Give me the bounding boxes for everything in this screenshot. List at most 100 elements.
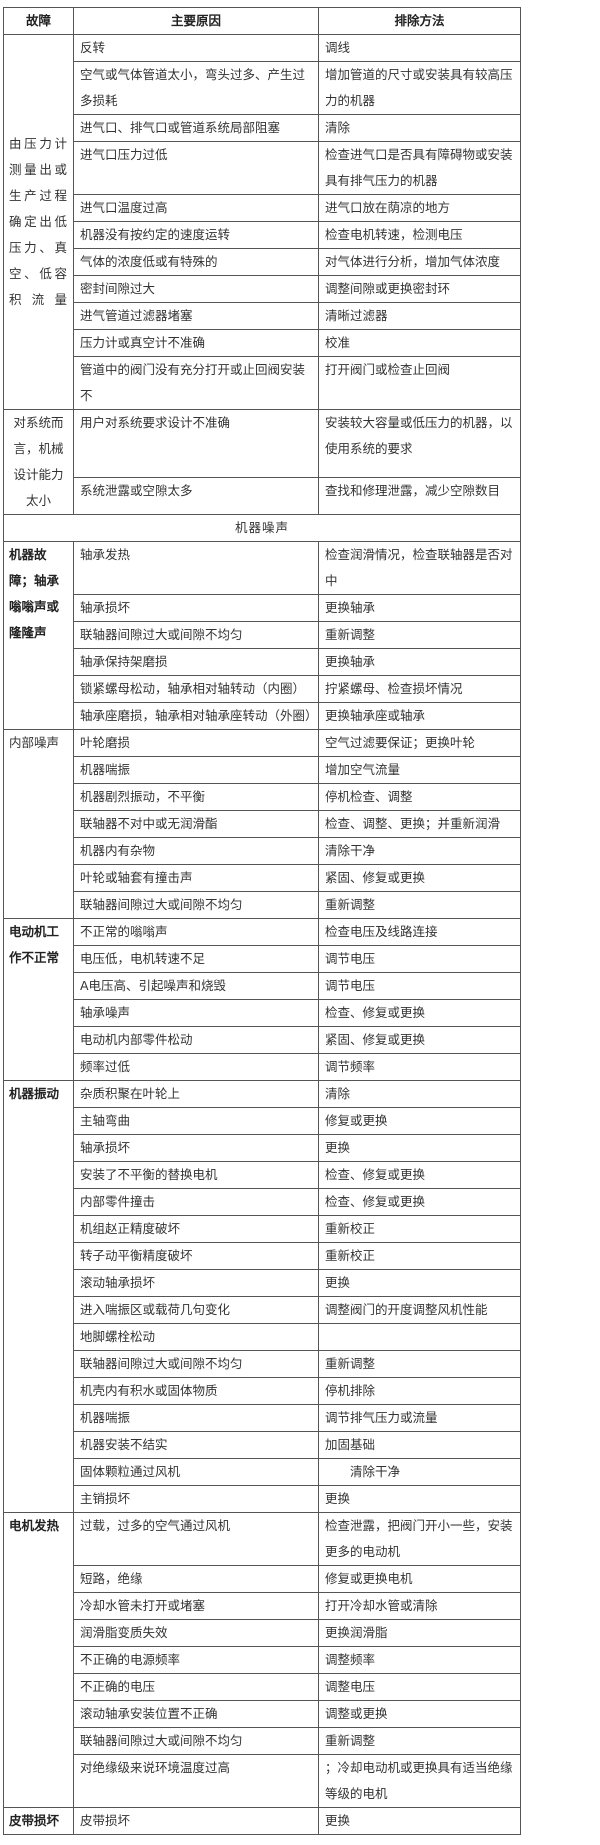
remedy-cell: 进气口放在荫凉的地方 [318, 194, 521, 222]
table-row: 机器安装不结实 加固基础 [4, 1431, 521, 1459]
table-row: 滚动轴承损坏 更换 [4, 1269, 521, 1297]
remedy-cell: 查找和修理泄露，减少空隙数目 [318, 477, 521, 515]
remedy-cell: 更换轴承 [318, 648, 521, 676]
remedy-cell: 对气体进行分析，增加气体浓度 [318, 248, 521, 276]
cause-cell: 电动机内部零件松动 [73, 1026, 319, 1054]
remedy-cell: 调整间隙或更换密封环 [318, 275, 521, 303]
cause-cell: 空气或气体管道太小，弯头过多、产生过多损耗 [73, 61, 319, 115]
cause-cell: 不正确的电源频率 [73, 1646, 319, 1674]
table-row: 内部零件撞击 检查、修复或更换 [4, 1188, 521, 1216]
cause-cell: 不正确的电压 [73, 1673, 319, 1701]
remedy-cell: 增加管道的尺寸或安装具有较高压力的机器 [318, 61, 521, 115]
table-row: 对绝缘级来说环境温度过高 ；冷却电动机或更换具有适当绝缘等级的电机 [4, 1754, 521, 1808]
remedy-cell: 检查润滑情况，检查联轴器是否对中 [318, 541, 521, 595]
cause-cell: 电压低，电机转速不足 [73, 945, 319, 973]
fault-troubleshooting-table: 故障 主要原因 排除方法 由压力计测量出或生产过程确定出低压力、真空、低容积流量… [3, 7, 521, 1835]
table-header-row: 故障 主要原因 排除方法 [3, 7, 521, 35]
table-body: 由压力计测量出或生产过程确定出低压力、真空、低容积流量 反转 调线 空气或气体管道太小… [3, 34, 521, 1835]
cause-cell: 轴承保持架磨损 [73, 648, 319, 676]
table-row: 密封间隙过大 调整间隙或更换密封环 [4, 275, 521, 303]
cause-cell: 进气口温度过高 [73, 194, 319, 222]
remedy-cell: 调整阀门的开度调整风机性能 [318, 1296, 521, 1324]
cause-cell: 安装了不平衡的替换电机 [73, 1161, 319, 1189]
table-row: 进入喘振区或载荷几句变化 调整阀门的开度调整风机性能 [4, 1296, 521, 1324]
cause-cell: 轴承座磨损，轴承相对轴承座转动（外圈） [73, 702, 319, 730]
table-row: 空气或气体管道太小，弯头过多、产生过多损耗 增加管道的尺寸或安装具有较高压力的机器 [4, 61, 521, 115]
remedy-cell: 重新校正 [318, 1215, 521, 1243]
table-row: 机器故障；轴承嗡嗡声或隆隆声 轴承发热 检查润滑情况，检查联轴器是否对中 [3, 541, 521, 730]
remedy-cell: 清晰过滤器 [318, 302, 521, 330]
section-row: 机器噪声 [3, 514, 521, 542]
cause-cell: 密封间隙过大 [73, 275, 319, 303]
table-row: 进气管道过滤器堵塞 清晰过滤器 [4, 302, 521, 330]
cause-cell: 不正常的嗡嗡声 [73, 918, 319, 946]
remedy-cell: 修复或更换电机 [318, 1565, 521, 1593]
cause-cell: 润滑脂变质失效 [73, 1619, 319, 1647]
cause-cell: 联轴器间隙过大或间隙不均匀 [73, 1727, 319, 1755]
cause-cell: 杂质积聚在叶轮上 [73, 1080, 319, 1108]
remedy-cell: 检查电压及线路连接 [318, 918, 521, 946]
table-row: 联轴器间隙过大或间隙不均匀 重新调整 [4, 891, 521, 919]
remedy-cell: 更换 [318, 1134, 521, 1162]
remedy-cell: 安装较大容量或低压力的机器，以使用系统的要求 [318, 408, 521, 479]
cause-cell: 进入喘振区或载荷几句变化 [73, 1296, 319, 1324]
remedy-cell: 调节电压 [318, 945, 521, 973]
remedy-cell: 更换 [318, 1269, 521, 1297]
remedy-cell: 调线 [318, 34, 521, 62]
fault-category: 电动机工作不正常 [3, 918, 74, 1081]
cause-cell: 联轴器间隙过大或间隙不均匀 [73, 621, 319, 649]
remedy-cell: 更换轴承 [318, 594, 521, 622]
table-row: 不正确的电源频率 调整频率 [4, 1646, 521, 1674]
cause-cell: 轴承噪声 [73, 999, 319, 1027]
table-row: 锁紧螺母松动，轴承相对轴转动（内圈） 拧紧螺母、检查损坏情况 [4, 675, 521, 703]
remedy-cell: 调整或更换 [318, 1700, 521, 1728]
fault-category: 机器故障；轴承嗡嗡声或隆隆声 [3, 541, 74, 730]
table-row: 管道中的阀门没有充分打开或止回阀安装不 打开阀门或检查止回阀 [4, 356, 521, 410]
table-row: 系统泄露或空隙太多 查找和修理泄露，减少空隙数目 [4, 477, 521, 515]
remedy-cell: 清除 [318, 1080, 521, 1108]
table-row: 主轴弯曲 修复或更换 [4, 1107, 521, 1135]
cause-cell: A电压高、引起噪声和烧毁 [73, 972, 319, 1000]
cause-cell: 轴承损坏 [73, 594, 319, 622]
cause-cell: 主轴弯曲 [73, 1107, 319, 1135]
table-row: 轴承损坏 更换 [4, 1134, 521, 1162]
table-row: 进气口温度过高 进气口放在荫凉的地方 [4, 194, 521, 222]
cause-cell: 机器喘振 [73, 1404, 319, 1432]
table-row: 固体颗粒通过风机 清除干净 [4, 1458, 521, 1486]
table-row: 内部噪声 叶轮磨损 空气过滤要保证；更换叶轮 [3, 729, 521, 919]
cause-cell: 机器内有杂物 [73, 837, 319, 865]
table-row: 轴承噪声 检查、修复或更换 [4, 999, 521, 1027]
remedy-cell: 检查、修复或更换 [318, 1161, 521, 1189]
fault-category: 对系统而言，机械设计能力太小 [3, 409, 74, 515]
table-row: 轴承座磨损，轴承相对轴承座转动（外圈） 更换轴承座或轴承 [4, 702, 521, 730]
cause-cell: 机器喘振 [73, 756, 319, 784]
remedy-cell: 清除 [318, 114, 521, 142]
table-row: 联轴器间隙过大或间隙不均匀 重新调整 [4, 1727, 521, 1755]
remedy-cell: 更换 [318, 1485, 521, 1513]
remedy-cell: 重新调整 [318, 1350, 521, 1378]
cause-cell: 系统泄露或空隙太多 [73, 477, 319, 515]
cause-cell: 反转 [73, 34, 319, 62]
remedy-cell: 检查电机转速，检测电压 [318, 221, 521, 249]
table-row: 电动机内部零件松动 紧固、修复或更换 [4, 1026, 521, 1054]
cause-cell: 滚动轴承安装位置不正确 [73, 1700, 319, 1728]
table-row: 机器没有按约定的速度运转 检查电机转速，检测电压 [4, 221, 521, 249]
remedy-cell: 空气过滤要保证；更换叶轮 [318, 729, 521, 757]
table-row: 轴承损坏 更换轴承 [4, 594, 521, 622]
remedy-cell: 重新调整 [318, 621, 521, 649]
cause-cell: 进气口压力过低 [73, 141, 319, 195]
remedy-cell: 重新调整 [318, 891, 521, 919]
table-row: 不正确的电压 调整电压 [4, 1673, 521, 1701]
cause-cell: 管道中的阀门没有充分打开或止回阀安装不 [73, 356, 319, 410]
cause-cell: 冷却水管未打开或堵塞 [73, 1592, 319, 1620]
remedy-cell [318, 1323, 521, 1351]
cause-cell: 进气管道过滤器堵塞 [73, 302, 319, 330]
table-row: 机组赵正精度破坏 重新校正 [4, 1215, 521, 1243]
fault-category: 内部噪声 [3, 729, 74, 919]
remedy-cell: 增加空气流量 [318, 756, 521, 784]
cause-cell: 叶轮或轴套有撞击声 [73, 864, 319, 892]
remedy-cell: 调整电压 [318, 1673, 521, 1701]
remedy-cell: 清除干净 [318, 837, 521, 865]
cause-cell: 气体的浓度低或有特殊的 [73, 248, 319, 276]
table-row: 电动机工作不正常 不正常的嗡嗡声 检查电压及线路连接 [3, 918, 521, 1081]
